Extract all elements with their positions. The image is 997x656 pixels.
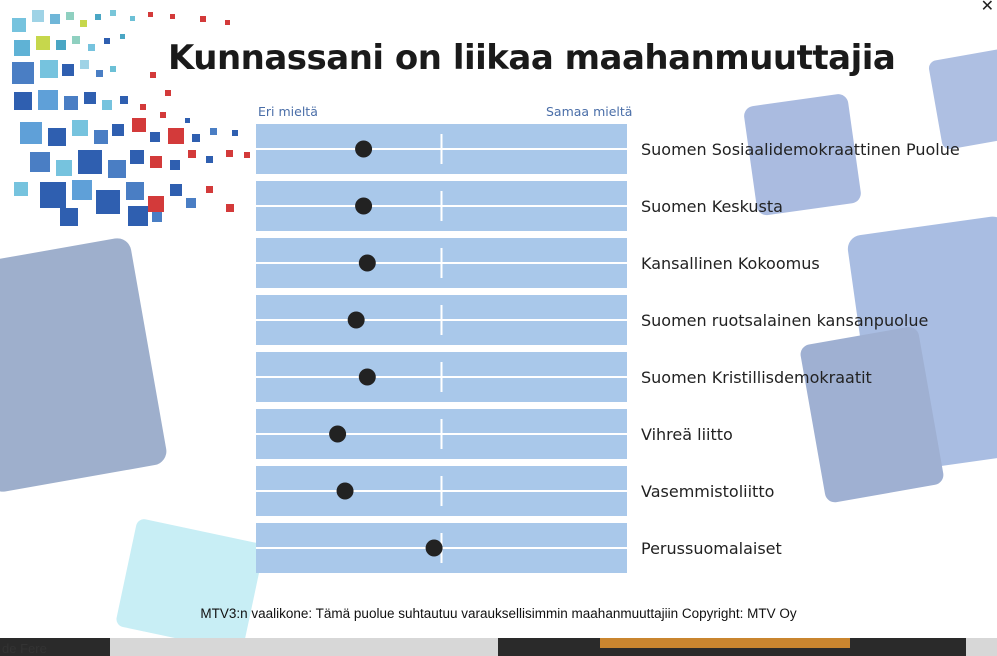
party-position-dot	[358, 368, 376, 386]
party-label: Perussuomalaiset	[641, 539, 782, 558]
party-position-dot	[329, 425, 347, 443]
party-label: Suomen ruotsalainen kansanpuolue	[641, 311, 928, 330]
party-position-dot	[347, 311, 365, 329]
chart-title: Kunnassani on liikaa maahanmuuttajia	[168, 38, 896, 78]
party-label: Vihreä liitto	[641, 425, 733, 444]
party-position-dot	[425, 539, 443, 557]
bottom-strip	[0, 638, 997, 656]
party-label: Kansallinen Kokoomus	[641, 254, 820, 273]
party-position-dot	[358, 254, 376, 272]
party-label: Suomen Keskusta	[641, 197, 783, 216]
party-position-dot	[355, 140, 373, 158]
party-label: Vasemmistoliitto	[641, 482, 774, 501]
caption: MTV3:n vaalikone: Tämä puolue suhtautuu …	[200, 606, 797, 621]
close-icon[interactable]: ✕	[980, 0, 994, 15]
party-position-dot	[336, 482, 354, 500]
scale-right-label: Samaa mieltä	[546, 104, 633, 119]
party-label: Suomen Sosiaalidemokraattinen Puolue	[641, 140, 960, 159]
scale-left-label: Eri mieltä	[258, 104, 318, 119]
party-position-dot	[355, 197, 373, 215]
bottom-text: de Fere	[2, 641, 47, 656]
party-label: Suomen Kristillisdemokraatit	[641, 368, 872, 387]
